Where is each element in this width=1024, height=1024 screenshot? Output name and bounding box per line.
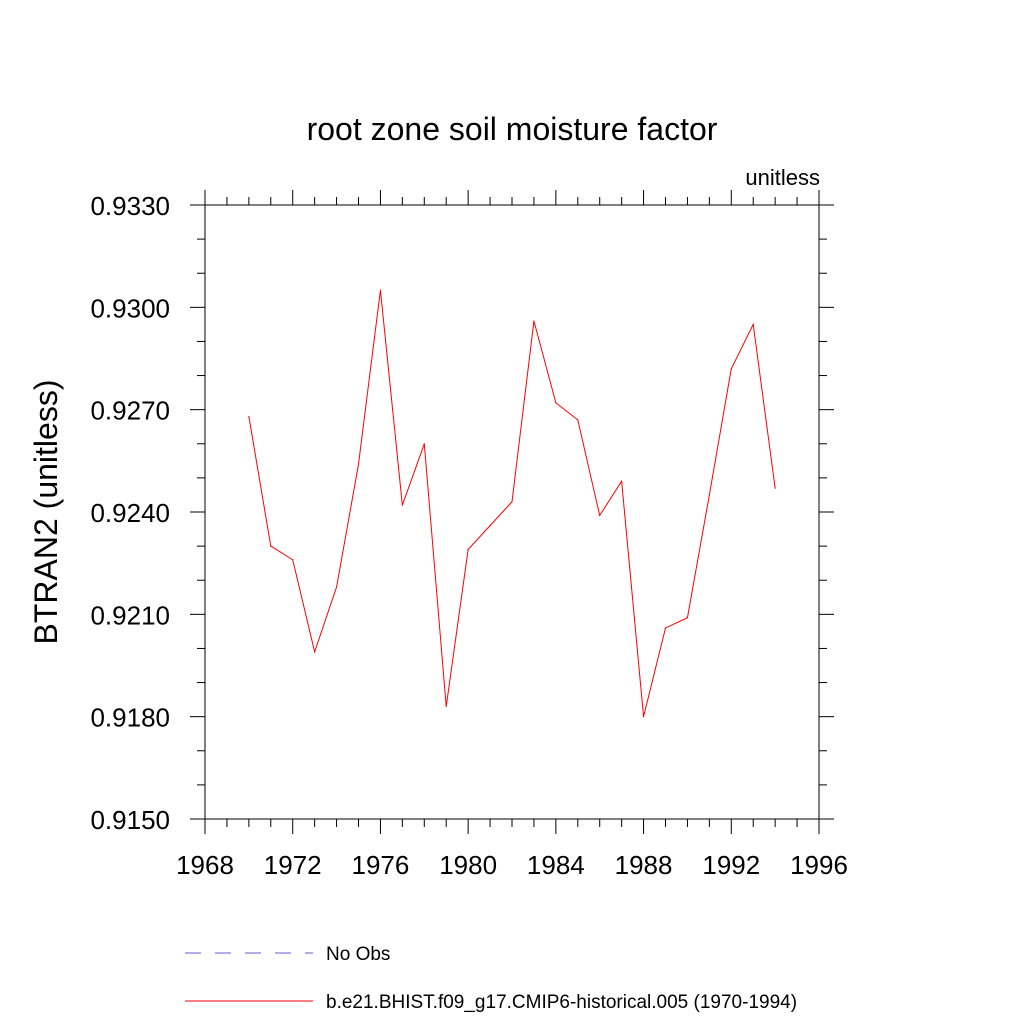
legend-label-no-obs: No Obs (326, 944, 390, 965)
data-point (533, 320, 535, 322)
x-tick-label: 1992 (702, 850, 760, 880)
y-tick-label: 0.9300 (90, 293, 170, 323)
y-axis-label: BTRAN2 (unitless) (28, 380, 64, 645)
data-point (642, 716, 645, 718)
x-tick-label: 1980 (439, 850, 497, 880)
data-point (401, 504, 403, 506)
data-point (270, 545, 272, 547)
axis-ticks: 1968 1972 1976 1980 1984 1988 1992 1996 0.9150 0.… (90, 190, 848, 880)
data-point (555, 402, 557, 404)
data-point (335, 586, 338, 588)
y-tick-label: 0.9330 (90, 191, 170, 221)
series-lines (248, 289, 776, 718)
data-point (686, 617, 689, 619)
x-tick-label: 1988 (615, 850, 673, 880)
data-point (467, 548, 469, 551)
chart-title: root zone soil moisture factor (307, 111, 718, 147)
legend: No Obs b.e21.BHIST.f09_g17.CMIP6-histori… (185, 944, 797, 1013)
data-point (730, 368, 732, 370)
data-point (708, 494, 710, 496)
units-label: unitless (745, 165, 820, 190)
data-point (445, 705, 447, 708)
data-point (774, 487, 776, 489)
data-point (357, 463, 360, 465)
x-tick-label: 1996 (790, 850, 848, 880)
data-point (621, 480, 623, 482)
plot-frame (204, 204, 820, 820)
data-point (379, 289, 382, 291)
y-tick-label: 0.9270 (90, 396, 170, 426)
data-point (489, 525, 491, 527)
y-tick-label: 0.9210 (90, 600, 170, 630)
data-point (599, 514, 601, 517)
y-tick-label: 0.9180 (90, 703, 170, 733)
x-tick-label: 1984 (527, 850, 585, 880)
legend-label-model: b.e21.BHIST.f09_g17.CMIP6-historical.005… (326, 992, 797, 1013)
y-tick-label: 0.9240 (90, 498, 170, 528)
x-tick-label: 1972 (264, 850, 322, 880)
data-point (752, 323, 754, 325)
data-point (248, 415, 250, 418)
data-point (664, 627, 667, 629)
data-point (292, 559, 294, 561)
x-tick-label: 1968 (176, 850, 234, 880)
data-point (511, 501, 513, 503)
y-tick-label: 0.9150 (90, 805, 170, 835)
series-line (248, 290, 776, 717)
data-point (314, 651, 316, 653)
data-point (577, 419, 579, 421)
x-tick-label: 1976 (352, 850, 410, 880)
data-point (423, 443, 425, 445)
